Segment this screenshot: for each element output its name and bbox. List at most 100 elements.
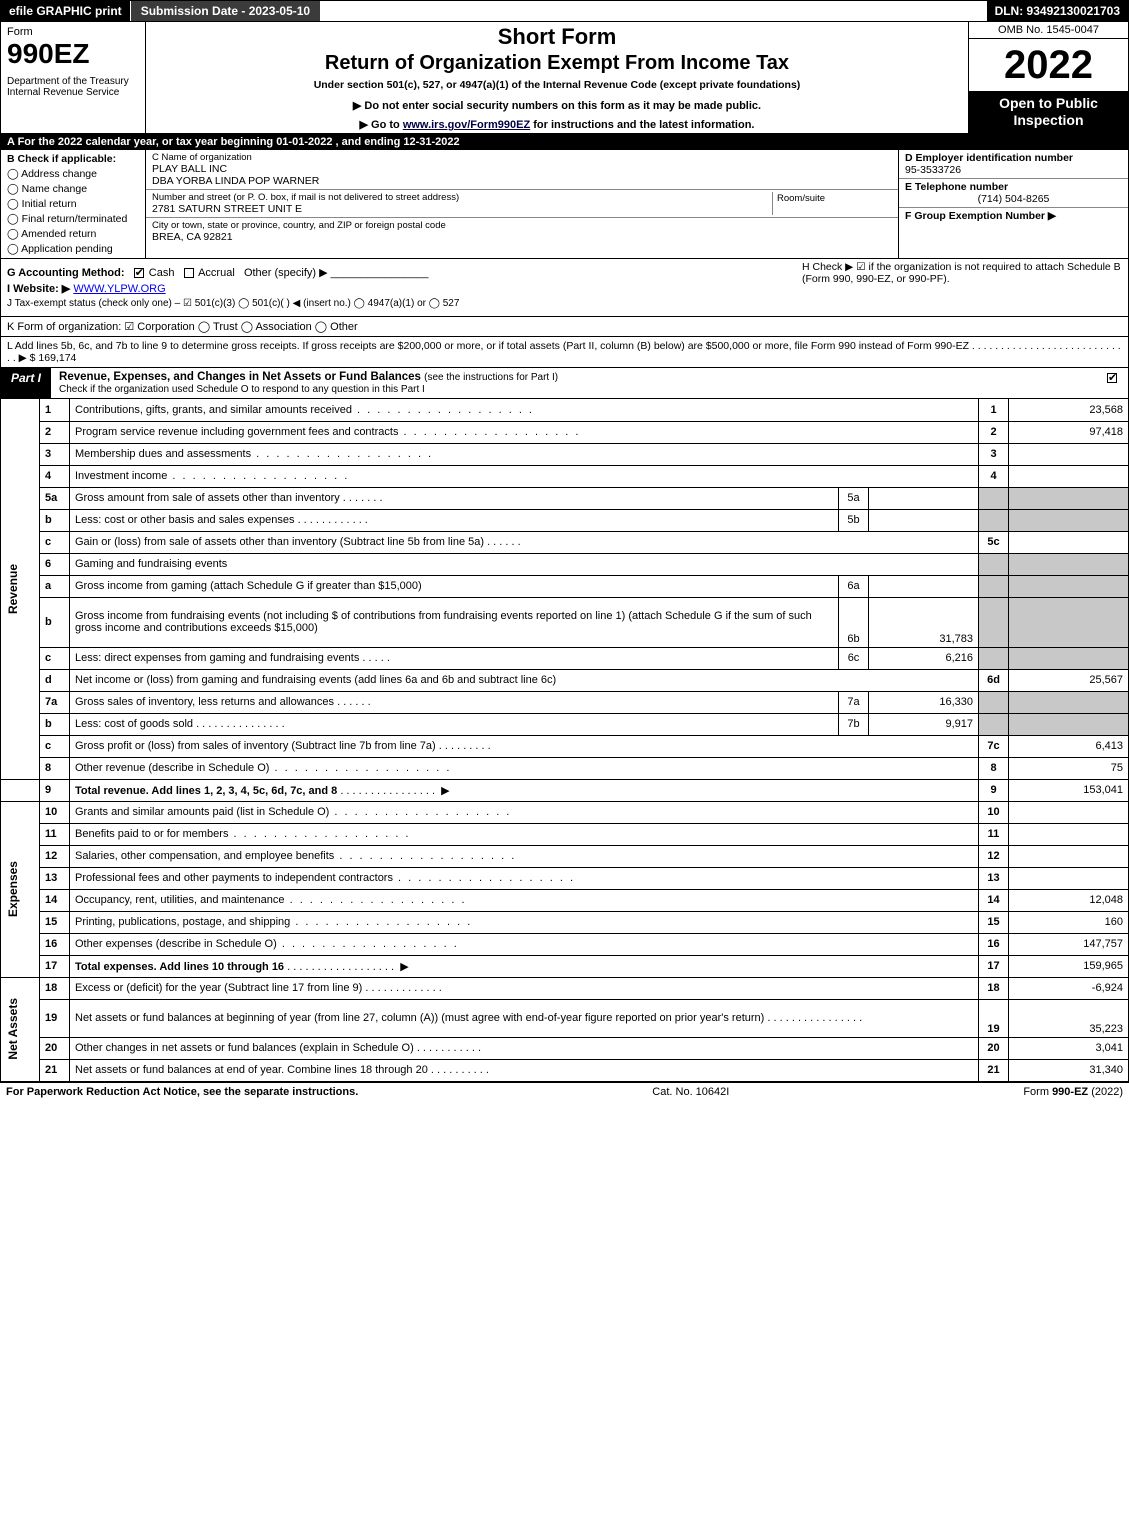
side-netassets: Net Assets (1, 977, 40, 1081)
r5a-iamt (869, 487, 979, 509)
box-def: D Employer identification number 95-3533… (898, 150, 1128, 258)
org-name-1: PLAY BALL INC (152, 163, 892, 175)
r6a-rn (979, 575, 1009, 597)
chk-amended-return[interactable]: ◯ Amended return (7, 228, 139, 240)
side-expenses: Expenses (1, 801, 40, 977)
r6b-rn (979, 597, 1009, 647)
r17-amt: 159,965 (1009, 955, 1129, 977)
website-link[interactable]: WWW.YLPW.ORG (73, 283, 165, 295)
r11-amt (1009, 823, 1129, 845)
r6c-amt (1009, 647, 1129, 669)
r3-desc: Membership dues and assessments (70, 443, 979, 465)
r7b-amt (1009, 713, 1129, 735)
r14-amt: 12,048 (1009, 889, 1129, 911)
r5a-num: 5a (40, 487, 70, 509)
r6-rn (979, 553, 1009, 575)
r5b-num: b (40, 509, 70, 531)
chk-address-change[interactable]: ◯ Address change (7, 168, 139, 180)
part1-checkbox[interactable] (1098, 368, 1128, 398)
chk-initial-return[interactable]: ◯ Initial return (7, 198, 139, 210)
r1-num: 1 (40, 399, 70, 421)
footer-mid: Cat. No. 10642I (652, 1086, 729, 1098)
r6a-in: 6a (839, 575, 869, 597)
r15-desc: Printing, publications, postage, and shi… (70, 911, 979, 933)
r7c-rn: 7c (979, 735, 1009, 757)
header-middle: Short Form Return of Organization Exempt… (146, 22, 968, 133)
footer-left: For Paperwork Reduction Act Notice, see … (6, 1086, 358, 1098)
line-h: H Check ▶ ☑ if the organization is not r… (802, 261, 1122, 285)
short-form-title: Short Form (152, 24, 962, 50)
r18-num: 18 (40, 977, 70, 999)
r17-num: 17 (40, 955, 70, 977)
r21-rn: 21 (979, 1059, 1009, 1081)
box-f: F Group Exemption Number ▶ (899, 208, 1128, 224)
r20-rn: 20 (979, 1037, 1009, 1059)
addr-label: Number and street (or P. O. box, if mail… (152, 192, 772, 203)
chk-accrual[interactable] (184, 268, 194, 278)
r6-desc: Gaming and fundraising events (70, 553, 979, 575)
page-footer: For Paperwork Reduction Act Notice, see … (0, 1082, 1129, 1101)
r21-num: 21 (40, 1059, 70, 1081)
r5b-in: 5b (839, 509, 869, 531)
tax-year: 2022 (969, 39, 1128, 91)
r5b-iamt (869, 509, 979, 531)
r6c-in: 6c (839, 647, 869, 669)
r5b-rn (979, 509, 1009, 531)
r19-num: 19 (40, 999, 70, 1037)
r8-rn: 8 (979, 757, 1009, 779)
part1-table: Revenue 1 Contributions, gifts, grants, … (0, 399, 1129, 1082)
r2-rn: 2 (979, 421, 1009, 443)
r5a-in: 5a (839, 487, 869, 509)
header-sub2: ▶ Do not enter social security numbers o… (152, 99, 962, 112)
chk-final-return[interactable]: ◯ Final return/terminated (7, 213, 139, 225)
r10-num: 10 (40, 801, 70, 823)
r5b-desc: Less: cost or other basis and sales expe… (70, 509, 839, 531)
r7b-in: 7b (839, 713, 869, 735)
chk-name-change[interactable]: ◯ Name change (7, 183, 139, 195)
r2-amt: 97,418 (1009, 421, 1129, 443)
submission-date: Submission Date - 2023-05-10 (131, 1, 320, 21)
r6c-rn (979, 647, 1009, 669)
r11-desc: Benefits paid to or for members (70, 823, 979, 845)
box-b: B Check if applicable: ◯ Address change … (1, 150, 146, 258)
header-right: OMB No. 1545-0047 2022 Open to Public In… (968, 22, 1128, 133)
sub3-post: for instructions and the latest informat… (530, 119, 754, 131)
efile-print-button[interactable]: efile GRAPHIC print (1, 1, 131, 21)
footer-right: Form 990-EZ (2022) (1023, 1086, 1123, 1098)
phone-value: (714) 504-8265 (905, 193, 1122, 205)
dln-label: DLN: 93492130021703 (987, 1, 1128, 21)
r5a-amt (1009, 487, 1129, 509)
department: Department of the Treasury Internal Reve… (7, 76, 139, 98)
r17-desc: Total expenses. Add lines 10 through 16 … (70, 955, 979, 977)
r7b-iamt: 9,917 (869, 713, 979, 735)
r12-rn: 12 (979, 845, 1009, 867)
r7b-desc: Less: cost of goods sold . . . . . . . .… (70, 713, 839, 735)
r12-amt (1009, 845, 1129, 867)
block-bcdef: B Check if applicable: ◯ Address change … (0, 150, 1129, 259)
r13-desc: Professional fees and other payments to … (70, 867, 979, 889)
inspection-badge: Open to Public Inspection (969, 91, 1128, 133)
r11-rn: 11 (979, 823, 1009, 845)
r8-num: 8 (40, 757, 70, 779)
r4-desc: Investment income (70, 465, 979, 487)
r20-desc: Other changes in net assets or fund bala… (70, 1037, 979, 1059)
part1-tag: Part I (1, 368, 51, 398)
chk-application-pending[interactable]: ◯ Application pending (7, 243, 139, 255)
r12-desc: Salaries, other compensation, and employ… (70, 845, 979, 867)
box-e: E Telephone number (714) 504-8265 (899, 179, 1128, 208)
r6a-amt (1009, 575, 1129, 597)
r6b-desc: Gross income from fundraising events (no… (70, 597, 839, 647)
addr-value: 2781 SATURN STREET UNIT E (152, 203, 302, 215)
r4-amt (1009, 465, 1129, 487)
irs-link[interactable]: www.irs.gov/Form990EZ (403, 119, 530, 131)
r16-amt: 147,757 (1009, 933, 1129, 955)
header-left: Form 990EZ Department of the Treasury In… (1, 22, 146, 133)
line-l: L Add lines 5b, 6c, and 7b to line 9 to … (0, 337, 1129, 368)
r6b-in: 6b (839, 597, 869, 647)
spacer (320, 1, 986, 21)
chk-cash[interactable] (134, 268, 144, 278)
part1-title: Revenue, Expenses, and Changes in Net As… (51, 368, 1098, 398)
r6d-amt: 25,567 (1009, 669, 1129, 691)
r19-rn: 19 (979, 999, 1009, 1037)
line-j: J Tax-exempt status (check only one) – ☑… (7, 298, 1122, 309)
